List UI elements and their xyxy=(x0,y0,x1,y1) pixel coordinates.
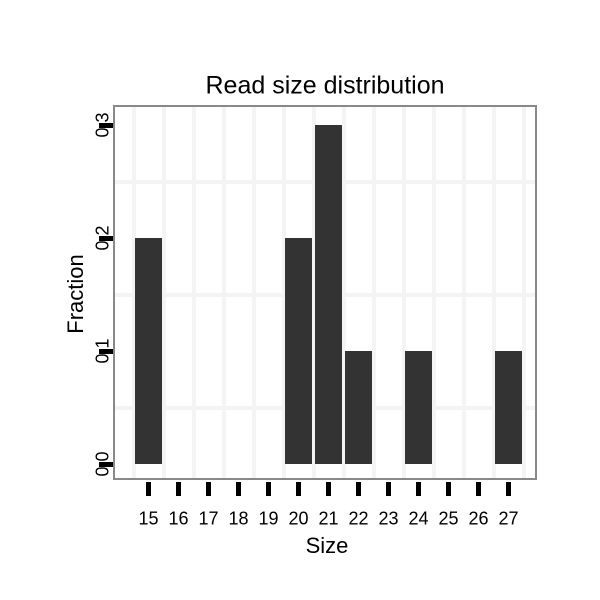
x-tick xyxy=(476,482,481,496)
x-tick xyxy=(236,482,241,496)
x-tick-label: 27 xyxy=(498,508,519,529)
x-tick-label: 25 xyxy=(438,508,459,529)
x-tick-label: 16 xyxy=(168,508,189,529)
y-tick xyxy=(99,348,113,354)
x-tick xyxy=(506,482,511,496)
y-tick-label: 0.0 xyxy=(92,451,113,477)
x-tick-label: 26 xyxy=(468,508,489,529)
bar-27 xyxy=(495,351,522,464)
x-tick-label: 19 xyxy=(258,508,279,529)
x-tick-label: 17 xyxy=(198,508,219,529)
y-axis-title: Fraction xyxy=(63,254,88,334)
x-tick-label: 22 xyxy=(348,508,369,529)
x-tick xyxy=(206,482,211,496)
x-tick-label: 24 xyxy=(408,508,429,529)
y-tick xyxy=(99,235,113,241)
x-tick xyxy=(386,482,391,496)
x-tick xyxy=(266,482,271,496)
x-tick xyxy=(446,482,451,496)
chart-title: Read size distribution xyxy=(205,71,445,100)
bar-21 xyxy=(315,125,342,464)
plot-panel xyxy=(113,105,537,480)
x-tick xyxy=(146,482,151,496)
x-tick xyxy=(176,482,181,496)
y-tick-label: 0.1 xyxy=(92,338,113,364)
bar-24 xyxy=(405,351,432,464)
y-tick xyxy=(99,461,113,467)
x-tick-label: 20 xyxy=(288,508,309,529)
y-tick-label: 0.3 xyxy=(92,112,113,138)
x-axis-title: Size xyxy=(305,533,349,558)
x-tick xyxy=(296,482,301,496)
x-tick xyxy=(356,482,361,496)
x-tick xyxy=(416,482,421,496)
x-tick-label: 21 xyxy=(318,508,339,529)
bar-15 xyxy=(135,238,162,464)
bar-22 xyxy=(345,351,372,464)
x-tick-label: 18 xyxy=(228,508,249,529)
x-tick xyxy=(326,482,331,496)
y-tick xyxy=(99,122,113,128)
y-tick-label: 0.2 xyxy=(92,225,113,251)
bar-20 xyxy=(285,238,312,464)
x-tick-label: 15 xyxy=(138,508,159,529)
x-tick-label: 23 xyxy=(378,508,399,529)
